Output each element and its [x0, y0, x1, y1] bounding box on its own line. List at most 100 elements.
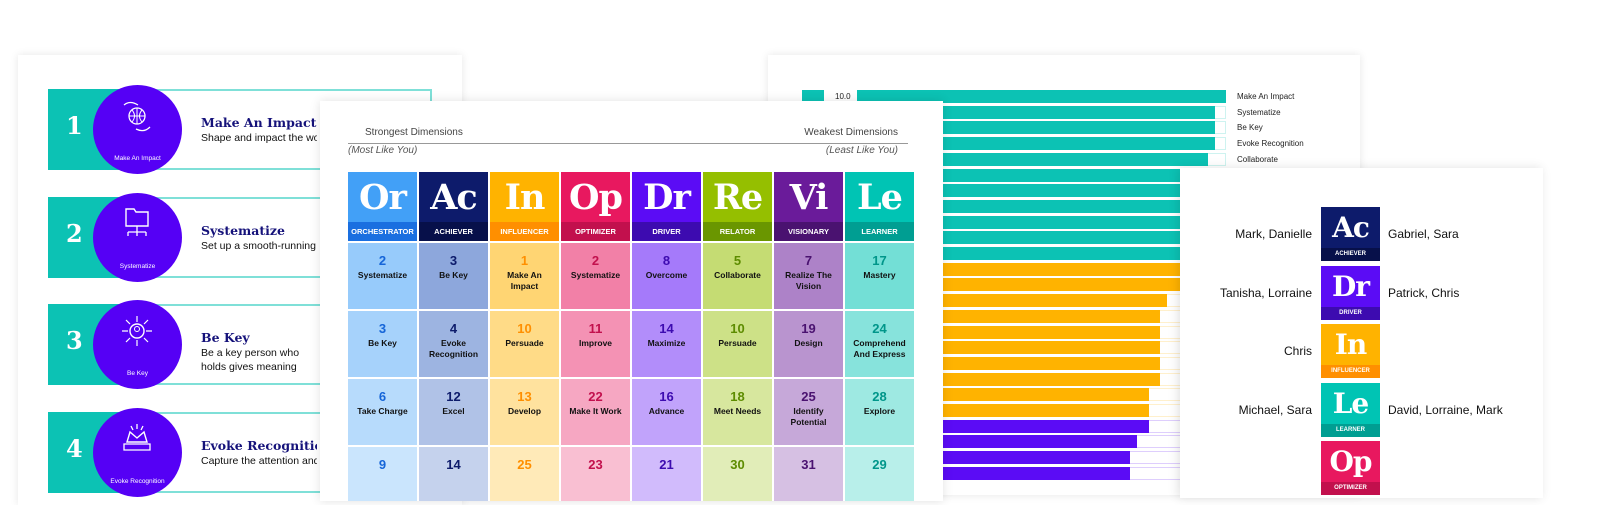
rank-number: 17	[872, 253, 887, 268]
dimension-cell: 8 Overcome	[632, 243, 701, 309]
team-members-right: David, Lorraine, Mark	[1388, 402, 1503, 417]
rank-number: 9	[378, 457, 387, 472]
rank-number: 30	[730, 457, 745, 472]
dimension-column-influencer: In INFLUENCER 1 Make An Impact 10 Persuade 13 D…	[490, 172, 559, 501]
dimension-header[interactable]: Vi VISIONARY	[774, 172, 843, 241]
dimension-name: DRIVER	[632, 222, 701, 241]
talent-name: Collaborate	[714, 270, 761, 280]
talent-name: Be Key	[439, 270, 468, 280]
bar-category-label: Make An Impact	[1237, 92, 1295, 101]
dimension-cell: 1 Make An Impact	[490, 243, 559, 309]
dimension-header[interactable]: Or ORCHESTRATOR	[348, 172, 417, 241]
talent-row: 1 Make An Impact Make An Impact Shape an…	[48, 85, 432, 174]
talent-name: Maximize	[647, 338, 686, 348]
talent-name: Develop	[507, 406, 542, 416]
talent-name: Mastery	[863, 270, 896, 280]
talent-row: 2 Systematize Systematize Set up a smoot…	[48, 192, 432, 282]
team-comparison-card: Ac ACHIEVER Mark, Danielle Gabriel, Sara Dr D…	[1180, 168, 1543, 498]
dimension-header[interactable]: In INFLUENCER	[490, 172, 559, 241]
talent-description: Set up a smooth-running op	[201, 239, 317, 252]
talent-title: Be Key	[201, 330, 250, 345]
dimension-cell: 25 Identify Potential	[774, 379, 843, 445]
dimension-cell: 25	[490, 447, 559, 501]
dimension-cell: 28 Explore	[845, 379, 914, 445]
dimension-cell: 16 Advance	[632, 379, 701, 445]
legend-swatch	[802, 90, 824, 103]
dimension-symbol: Re	[712, 177, 763, 218]
dimension-cell: 3 Be Key	[419, 243, 488, 309]
talent-name: Be Key	[368, 338, 397, 348]
talent-name: Make It Work	[569, 406, 622, 416]
rank-number: 24	[872, 321, 887, 336]
talent-name: Design	[794, 338, 823, 348]
dimension-name: ACHIEVER	[1321, 248, 1380, 261]
direction-arrow	[348, 143, 908, 144]
dimension-symbol: Dr	[643, 177, 691, 218]
dimension-name: LEARNER	[1321, 423, 1380, 437]
talent-description: Capture the attention and ir	[201, 454, 317, 467]
rank-number: 11	[588, 321, 603, 336]
talent-badge: Evoke Recognition	[93, 407, 182, 497]
bar-value-label: 10.0	[835, 92, 851, 101]
rank-number: 29	[872, 457, 887, 472]
rank-number: 25	[517, 457, 532, 472]
talent-name: Make An Impact	[507, 270, 542, 291]
dimension-header[interactable]: Le LEARNER	[845, 172, 914, 241]
talent-rank: 3	[66, 326, 83, 355]
dimension-cell: 30	[703, 447, 772, 501]
dimension-symbol: Le	[857, 177, 903, 218]
rank-number: 18	[730, 389, 745, 404]
dimension-symbol: Op	[569, 177, 623, 218]
dimension-cell: 13 Develop	[490, 379, 559, 445]
rank-number: 2	[378, 253, 387, 268]
bar-category-label: Collaborate	[1237, 154, 1278, 164]
talent-badge-label: Evoke Recognition	[110, 477, 165, 485]
team-dimension-tile: Le LEARNER	[1321, 382, 1380, 437]
talent-badge: Be Key	[93, 300, 182, 389]
dimension-symbol: Le	[1321, 382, 1380, 424]
dimension-symbol: Dr	[1321, 265, 1380, 307]
talent-row: 3 Be Key Be Key Be a key person who hold…	[48, 300, 432, 389]
strongest-sub: (Most Like You)	[348, 145, 418, 156]
talent-name: Explore	[863, 406, 896, 416]
dimension-cell: 10 Persuade	[490, 311, 559, 377]
dimension-header[interactable]: Ac ACHIEVER	[419, 172, 488, 241]
rank-number: 1	[520, 253, 529, 268]
talent-name: Evoke Recognition	[428, 338, 479, 359]
dimension-grid-card: Strongest Dimensions (Most Like You) Wea…	[320, 101, 943, 501]
dimension-column-learner: Le LEARNER 17 Mastery 24 Comprehend And Expre…	[845, 172, 914, 501]
talent-badge-label: Be Key	[127, 370, 148, 377]
talent-title: Evoke Recognition	[201, 437, 317, 453]
team-members-left: Chris	[1283, 344, 1312, 358]
talent-name: Improve	[578, 338, 613, 348]
rank-number: 21	[659, 457, 674, 472]
dimension-cell: 14	[419, 447, 488, 501]
talent-badge: Make An Impact	[93, 85, 182, 174]
talent-name: Excel	[442, 406, 465, 416]
dimension-cell: 18 Meet Needs	[703, 379, 772, 445]
dimension-column-achiever: Ac ACHIEVER 3 Be Key 4 Evoke Recognition 12 Exc…	[419, 172, 488, 501]
bar-category-label: Be Key	[1237, 123, 1263, 133]
dimension-column-driver: Dr DRIVER 8 Overcome 14 Maximize 16 Advance 21	[632, 172, 701, 501]
dimension-header[interactable]: Dr DRIVER	[632, 172, 701, 241]
talent-name: Systematize	[570, 270, 621, 280]
globe-hands-icon	[123, 101, 151, 132]
dimension-symbol: Op	[1321, 441, 1380, 482]
talent-badge-label: Systematize	[119, 262, 156, 270]
rank-number: 14	[659, 321, 674, 336]
dimension-column-optimizer: Op OPTIMIZER 2 Systematize 11 Improve 22 Make I…	[561, 172, 630, 501]
dimension-name: LEARNER	[845, 222, 914, 241]
strongest-label: Strongest Dimensions	[365, 127, 463, 138]
dimension-column-visionary: Vi VISIONARY 7 Realize The Vision 19 Design 25…	[774, 172, 843, 501]
team-members-left: Michael, Sara	[1238, 402, 1312, 417]
dimension-name: DRIVER	[1321, 306, 1380, 320]
team-members-left: Mark, Danielle	[1235, 227, 1312, 241]
dimension-header[interactable]: Op OPTIMIZER	[561, 172, 630, 241]
dimension-cell: 4 Evoke Recognition	[419, 311, 488, 377]
rank-number: 28	[872, 389, 887, 404]
dimension-symbol: Ac	[1321, 207, 1380, 248]
bar	[857, 121, 1215, 135]
weakest-label: Weakest Dimensions	[804, 127, 898, 138]
dimension-name: RELATOR	[703, 222, 772, 241]
dimension-header[interactable]: Re RELATOR	[703, 172, 772, 241]
